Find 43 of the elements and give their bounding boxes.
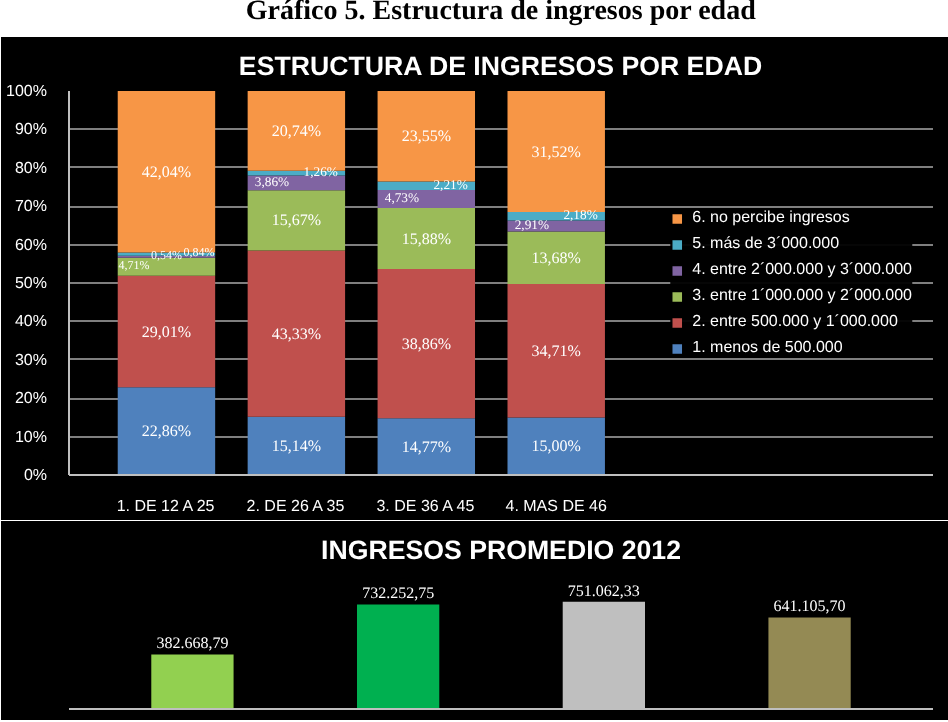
- legend-label: 6. no percibe ingresos: [692, 208, 850, 226]
- y-tick-label: 70%: [14, 197, 48, 216]
- y-tick-label: 20%: [14, 389, 48, 408]
- data-label: 14,77%: [401, 437, 452, 456]
- data-label: 34,71%: [531, 341, 582, 360]
- y-tick-label: 80%: [14, 158, 48, 177]
- x-tick-label: 3. DE 36 A 45: [376, 497, 476, 515]
- data-label: 13,68%: [531, 248, 582, 267]
- data-label: 29,01%: [141, 322, 192, 341]
- data-label: 42,04%: [141, 162, 192, 181]
- x-tick-label: 4. MAS DE 46: [505, 497, 609, 515]
- data-label: 641.105,70: [773, 597, 846, 616]
- data-label: 382.668,79: [156, 634, 229, 653]
- y-tick-label: 0%: [23, 466, 47, 484]
- y-tick-label: 90%: [14, 120, 48, 139]
- data-label: 43,33%: [271, 324, 322, 343]
- data-label: 15,00%: [531, 437, 582, 456]
- text: Gráfico 5. Estructura de ingresos por edad: [245, 0, 757, 27]
- y-tick-label: 40%: [14, 312, 48, 331]
- y-tick-label: 10%: [14, 427, 48, 446]
- chart-title: INGRESOS PROMEDIO 2012: [321, 535, 681, 565]
- y-tick-label: 50%: [14, 274, 48, 292]
- legend-label: 4. entre 2´000.000 y 3´000.000: [692, 260, 912, 278]
- data-label: 23,55%: [401, 127, 452, 146]
- y-tick-label: 100%: [6, 82, 48, 100]
- legend-label: 5. más de 3´000.000: [692, 234, 840, 252]
- data-label: 31,52%: [531, 142, 582, 161]
- data-label: 751.062,33: [567, 581, 640, 600]
- legend-label: 3. entre 1´000.000 y 2´000.000: [692, 286, 912, 304]
- legend-label: 1. menos de 500.000: [692, 338, 843, 356]
- chart-title: ESTRUCTURA DE INGRESOS POR EDAD: [238, 51, 763, 81]
- data-label: 15,67%: [271, 211, 322, 230]
- x-tick-label: 1. DE 12 A 25: [116, 497, 216, 515]
- legend-label: 2. entre 500.000 y 1´000.000: [692, 312, 898, 330]
- y-tick-label: 30%: [14, 350, 48, 369]
- y-tick-label: 60%: [14, 235, 48, 254]
- data-label: 38,86%: [401, 334, 452, 353]
- data-label: 732.252,75: [362, 584, 435, 603]
- data-label: 22,86%: [141, 422, 192, 441]
- x-tick-label: 2. DE 26 A 35: [246, 497, 346, 515]
- data-label: 15,14%: [271, 436, 322, 455]
- data-label: 15,88%: [401, 229, 452, 248]
- data-label: 20,74%: [271, 121, 322, 140]
